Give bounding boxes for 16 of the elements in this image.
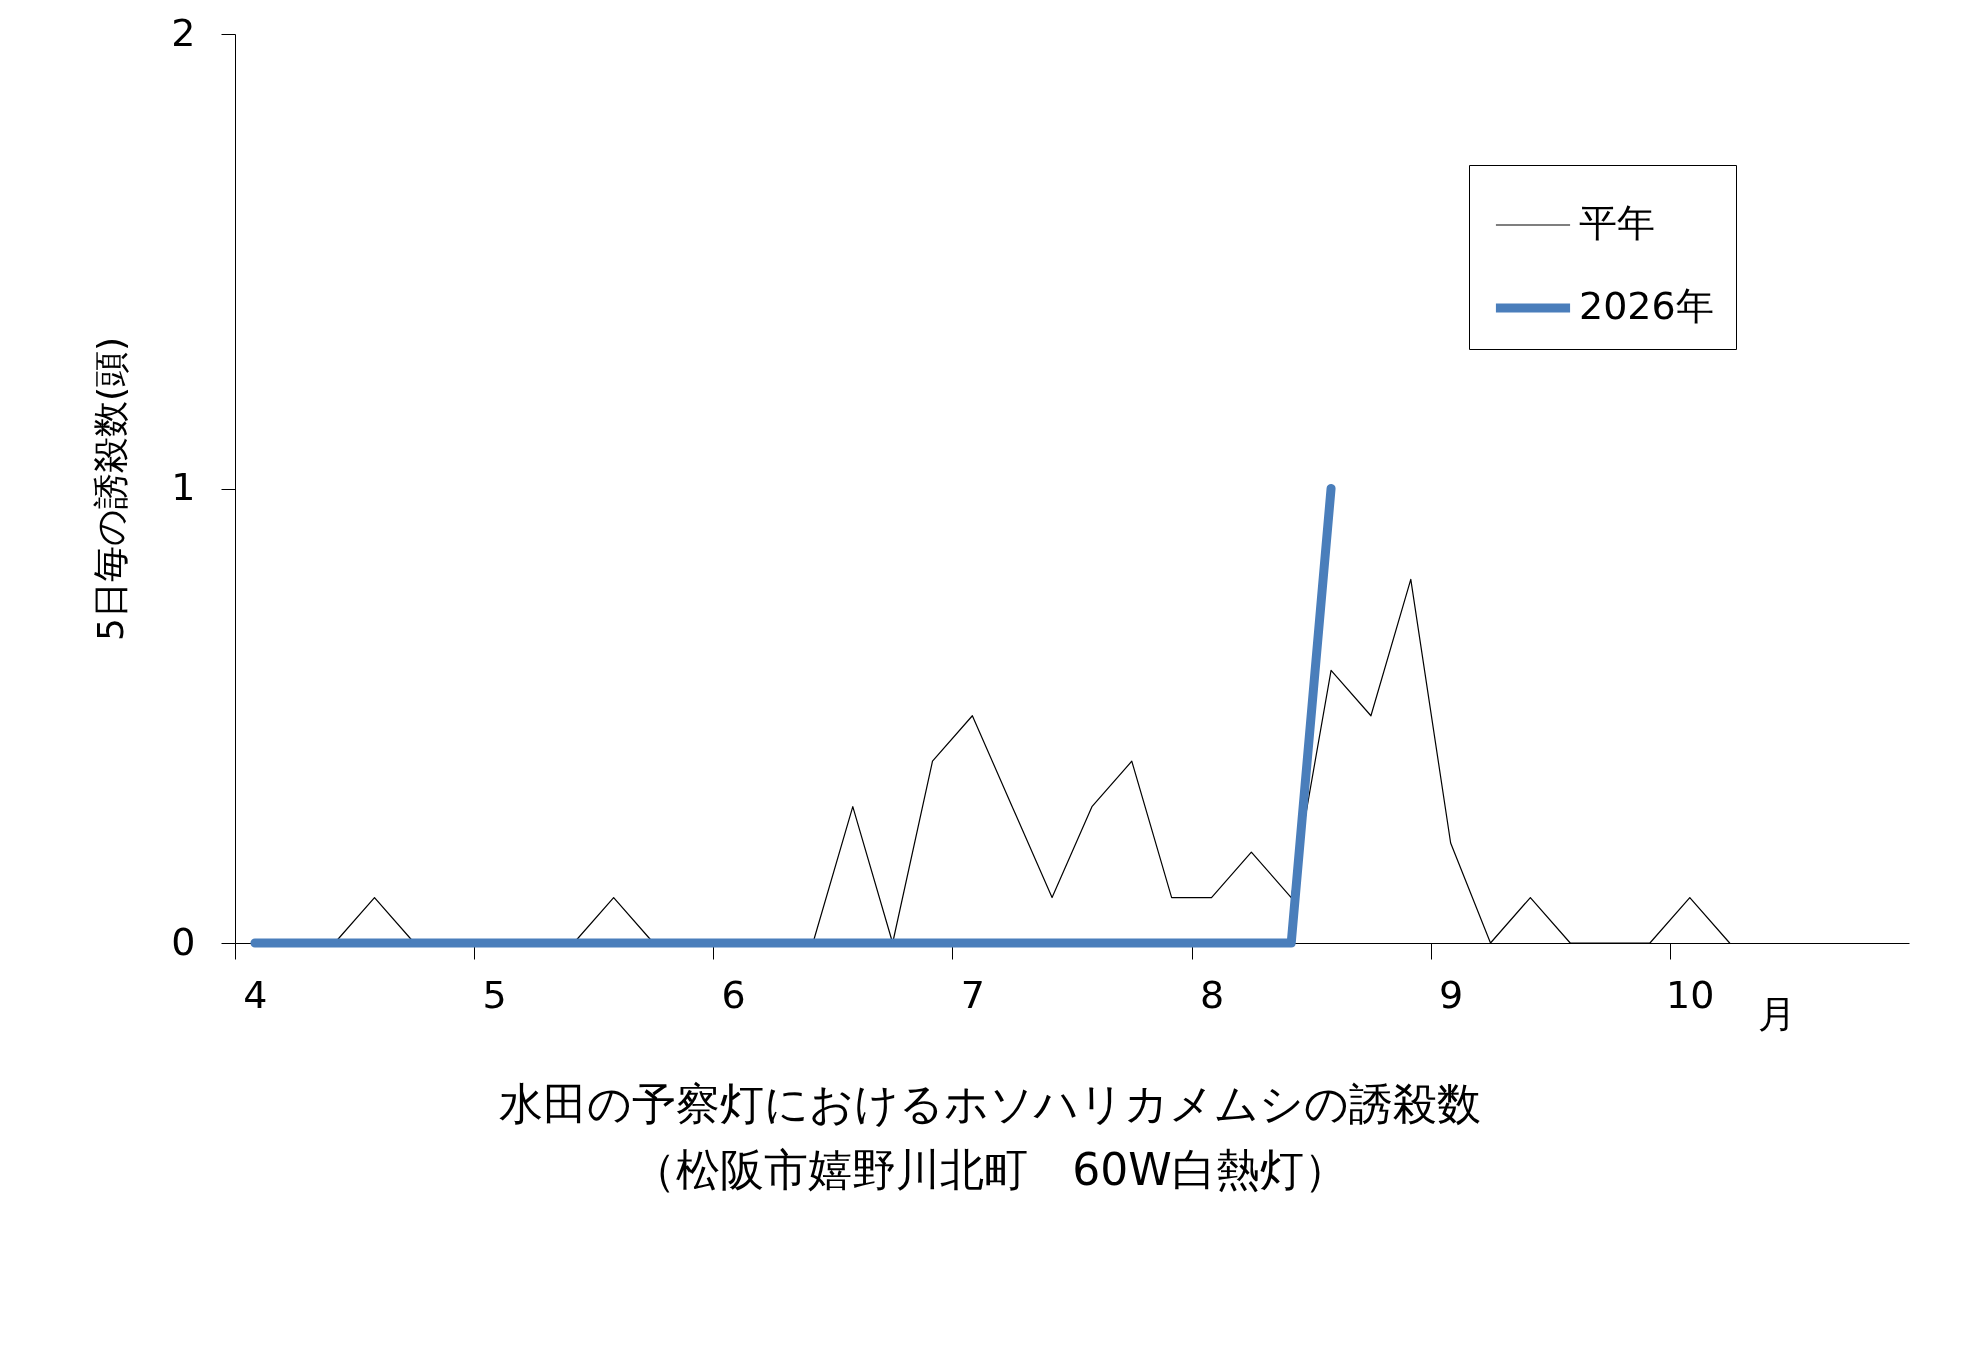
- x-tick-label: 7: [960, 972, 985, 1017]
- y-tick-label: 2: [171, 10, 196, 55]
- legend-label: 平年: [1579, 201, 1655, 245]
- text: 水田の予察灯におけるホソハリカメムシの誘殺数: [499, 1078, 1481, 1129]
- y-tick-label: 1: [171, 465, 196, 509]
- y-tick-label: 0: [171, 919, 196, 964]
- x-axis-title: 月: [1757, 991, 1796, 1036]
- legend-label: 2026年: [1579, 284, 1714, 328]
- x-tick-label: 5: [482, 972, 507, 1017]
- x-tick-label: 6: [721, 972, 746, 1017]
- text: （松阪市嬉野川北町 60W白熱灯）: [632, 1144, 1348, 1195]
- x-tick-label: 4: [243, 972, 268, 1017]
- x-tick-label: 10: [1666, 972, 1715, 1017]
- y-axis-title: 5日毎の誘殺数(頭): [90, 337, 132, 641]
- x-tick-label: 8: [1199, 972, 1225, 1017]
- x-tick-label: 9: [1439, 972, 1464, 1017]
